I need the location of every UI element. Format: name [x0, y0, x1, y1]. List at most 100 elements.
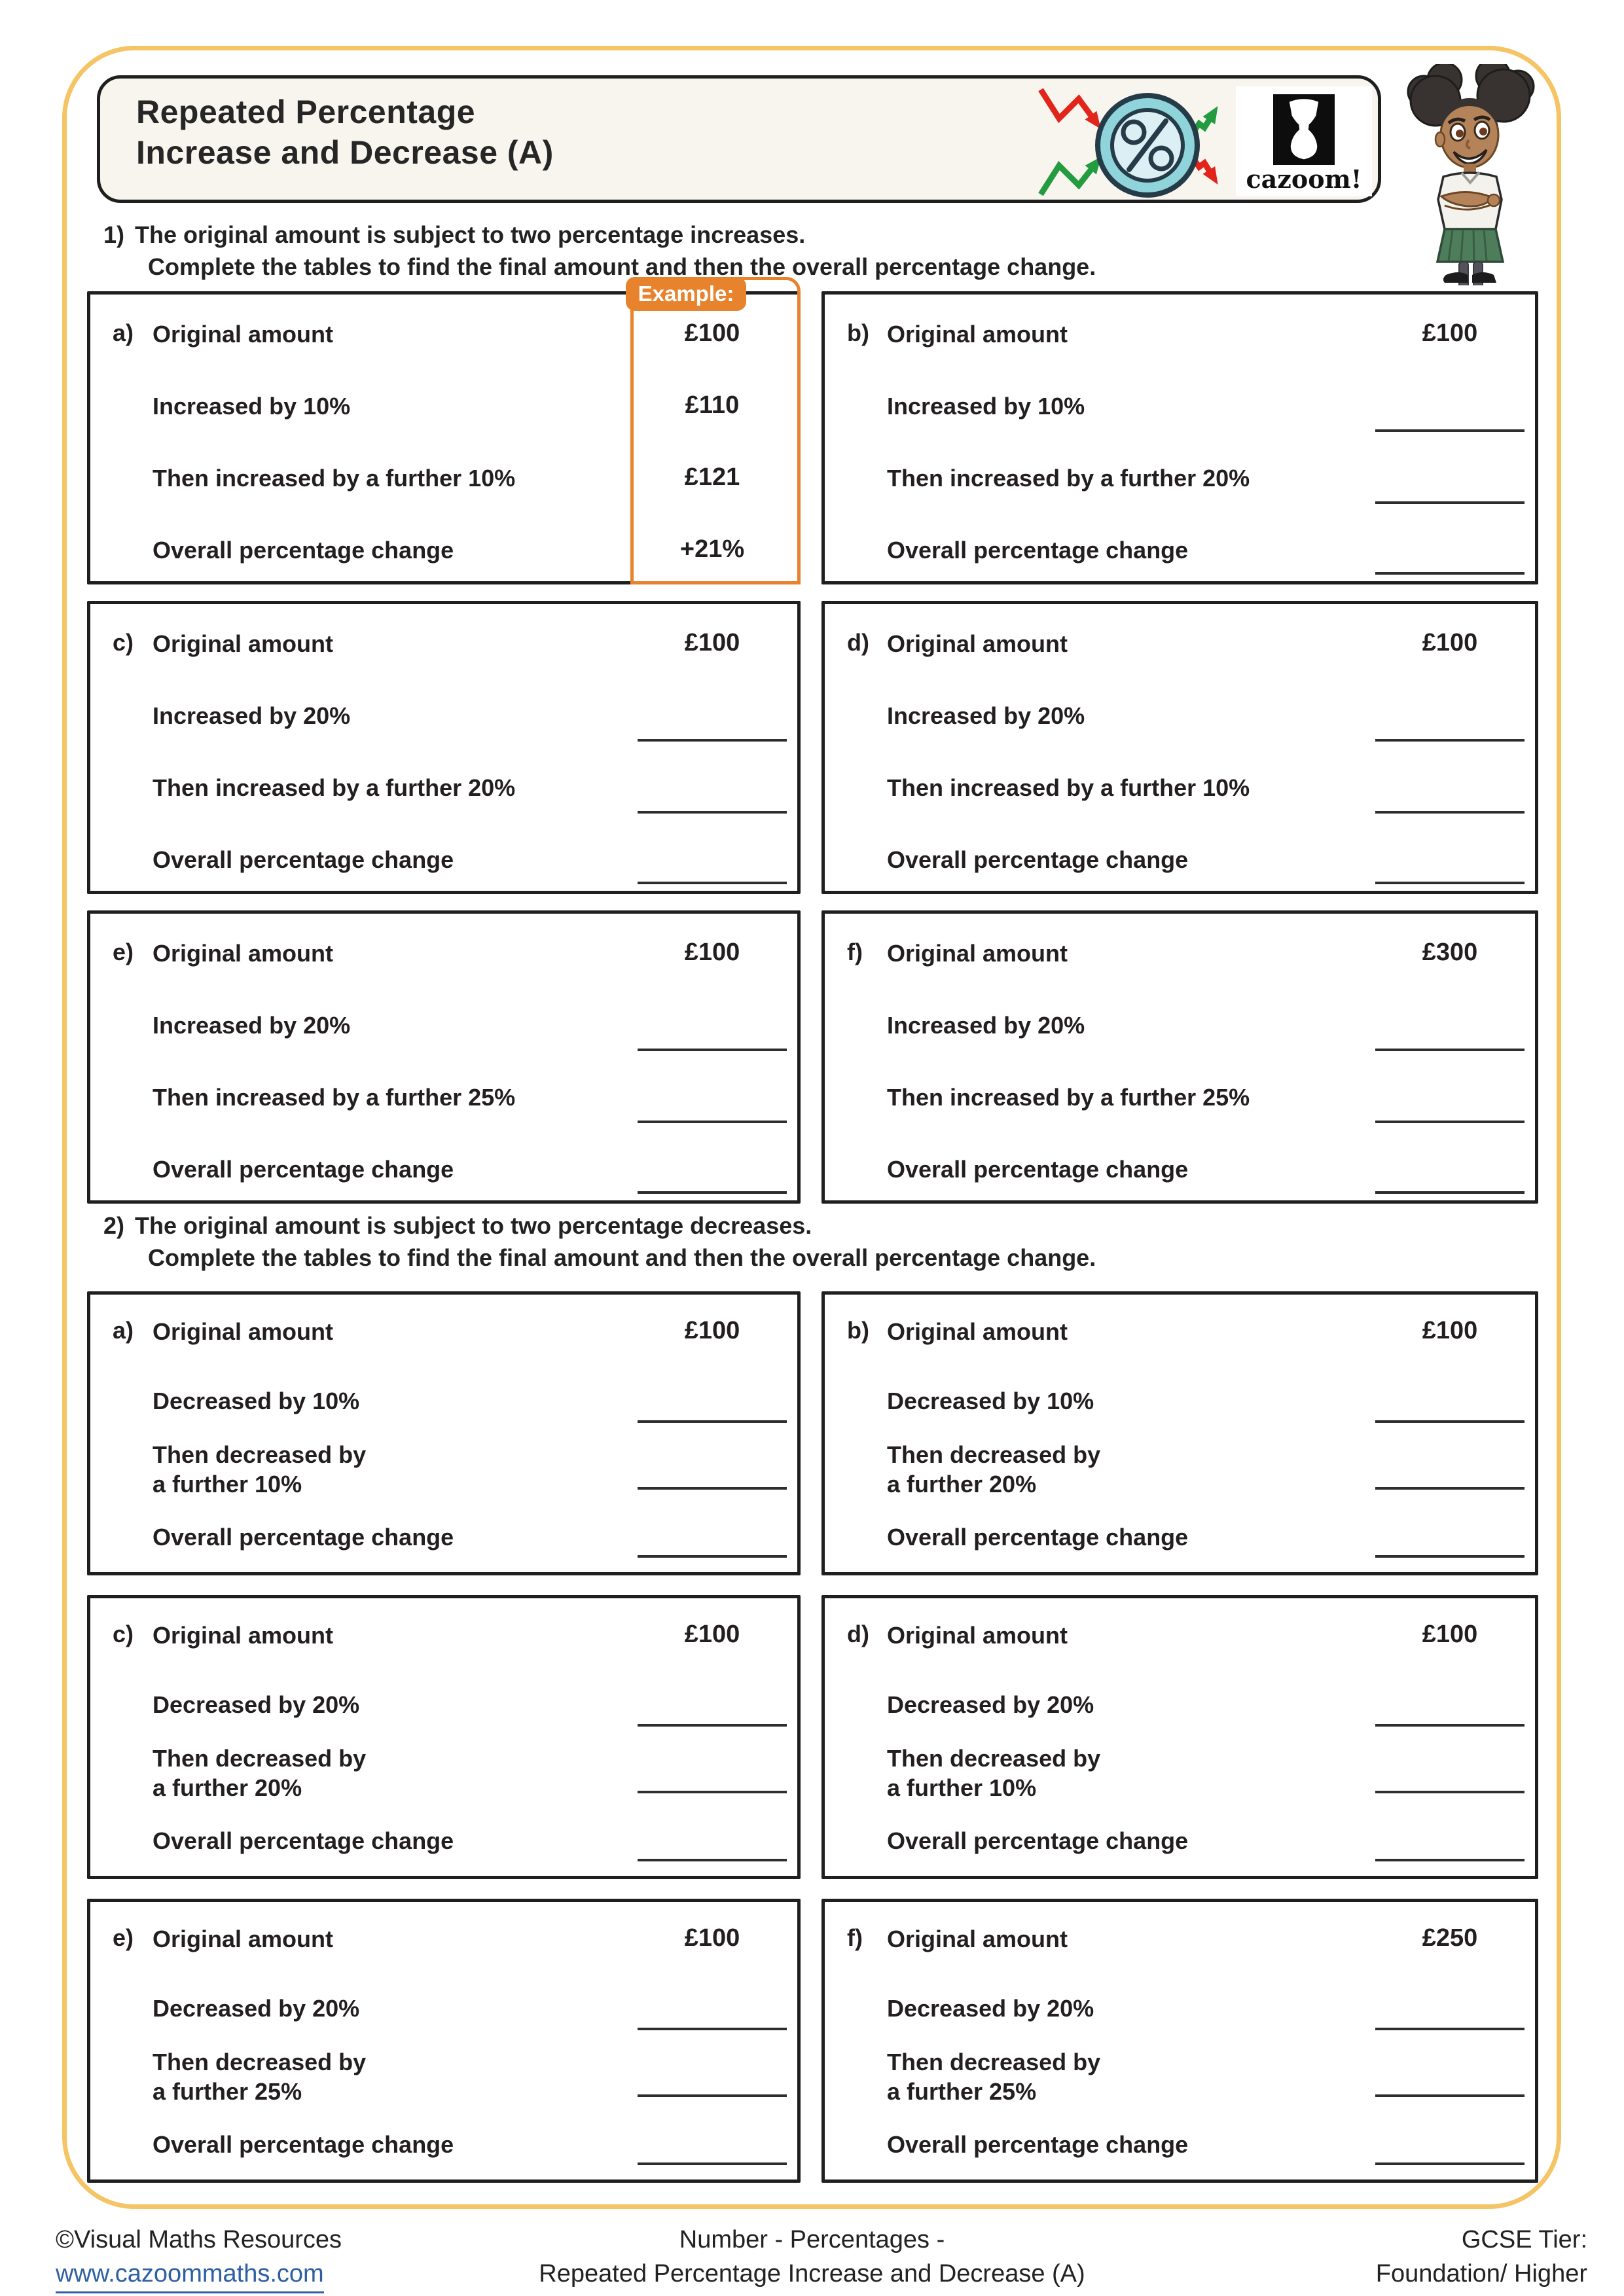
row-value: +21%	[679, 535, 745, 563]
row-label: Increased by 20%	[887, 702, 1085, 729]
row-label: Original amount	[887, 1622, 1068, 1649]
answer-blank-line	[638, 1791, 787, 1793]
row-label: Original amount	[153, 321, 334, 348]
row-label: Then increased by a further 20%	[887, 465, 1250, 492]
table-row: Decreased by 20%	[825, 1994, 1535, 2030]
item-letter: c)	[113, 1621, 134, 1647]
table-row: Overall percentage change	[90, 845, 797, 882]
table-row: a) Original amount £100	[90, 1317, 797, 1354]
table-row: f) Original amount £300	[825, 939, 1535, 975]
table-row: b) Original amount £100	[825, 1317, 1535, 1354]
row-label: Increased by 20%	[887, 1012, 1085, 1039]
answer-blank-line	[638, 1487, 787, 1490]
table-row: Then increased by a further 25%	[90, 1083, 797, 1119]
cazoom-logo-text: cazoom!	[1246, 164, 1362, 194]
table-row: d) Original amount £100	[825, 629, 1535, 666]
footer-topic: Number - Percentages - Repeated Percenta…	[0, 2223, 1624, 2291]
row-label: Original amount	[887, 1318, 1068, 1345]
answer-blank-line	[638, 1191, 787, 1194]
row-label: Original amount	[153, 1926, 334, 1952]
row-value: £100	[684, 1621, 740, 1648]
table-row: Decreased by 10%	[90, 1386, 797, 1423]
answer-blank-line	[1375, 429, 1525, 432]
answer-blank-line	[638, 739, 787, 742]
row-label: Original amount	[887, 1926, 1068, 1952]
row-label: Decreased by 20%	[153, 1691, 360, 1718]
item-letter: d)	[847, 1621, 869, 1647]
row-label: Then decreased by a further 20%	[887, 1441, 1101, 1498]
row-label: Then increased by a further 20%	[153, 774, 516, 801]
answer-blank-line	[1375, 1121, 1525, 1123]
row-label: Then increased by a further 10%	[153, 465, 516, 492]
table-row: Increased by 10%	[825, 391, 1535, 428]
item-letter: f)	[847, 939, 863, 965]
answer-blank-line	[638, 2094, 787, 2097]
item-letter: a)	[113, 319, 134, 346]
row-value: £100	[1422, 1317, 1478, 1344]
row-label: Overall percentage change	[887, 537, 1189, 564]
website-link[interactable]: www.cazoommaths.com	[56, 2257, 324, 2293]
row-label: Overall percentage change	[887, 1524, 1189, 1551]
page-title-line1: Repeated Percentage	[136, 94, 476, 130]
copyright-text: ©Visual Maths Resources	[56, 2226, 342, 2253]
row-label: Then increased by a further 25%	[887, 1084, 1250, 1111]
topic-category: Number - Percentages -	[679, 2226, 945, 2253]
table-row: Overall percentage change	[825, 1826, 1535, 1863]
answer-blank-line	[638, 2162, 787, 2165]
row-label: Then increased by a further 10%	[887, 774, 1250, 801]
item-letter: d)	[847, 629, 869, 656]
row-label: Overall percentage change	[153, 1156, 454, 1183]
question-2-number: 2)	[103, 1212, 125, 1239]
item-letter: a)	[113, 1317, 134, 1344]
table-row: d) Original amount £100	[825, 1621, 1535, 1657]
cazoom-logo: cazoom!	[1236, 86, 1372, 196]
footer-copyright: ©Visual Maths Resources www.cazoommaths.…	[56, 2223, 342, 2293]
table-row: Overall percentage change	[90, 1826, 797, 1863]
q1-box-b: b) Original amount £100 Increased by 10% The…	[821, 291, 1538, 584]
table-row: Overall percentage change	[825, 845, 1535, 882]
row-label: Original amount	[153, 1318, 334, 1345]
row-value: £100	[1422, 1621, 1478, 1648]
row-label: Overall percentage change	[887, 1156, 1189, 1183]
answer-blank-line	[1375, 2162, 1525, 2165]
row-label: Then decreased by a further 25%	[887, 2049, 1101, 2105]
worksheet-header: Repeated Percentage Increase and Decreas…	[97, 75, 1381, 203]
row-label: Overall percentage change	[887, 846, 1189, 873]
table-row: Overall percentage change +21%	[90, 535, 797, 572]
q1-box-c: c) Original amount £100 Increased by 20% The…	[87, 601, 801, 894]
answer-blank-line	[638, 1049, 787, 1051]
table-row: Then decreased by a further 25%	[825, 2047, 1535, 2105]
tier-value: Foundation/ Higher	[1375, 2260, 1587, 2287]
answer-blank-line	[1375, 1724, 1525, 1727]
row-value: £110	[685, 391, 740, 419]
row-label: Then decreased by a further 10%	[153, 1441, 367, 1498]
answer-blank-line	[638, 1859, 787, 1861]
row-label: Original amount	[887, 940, 1068, 967]
table-row: Increased by 10% £110	[90, 391, 797, 428]
row-value: £100	[684, 1317, 740, 1344]
answer-blank-line	[1375, 1049, 1525, 1051]
item-letter: c)	[113, 629, 134, 656]
q1-box-a: a) Original amount £100 Increased by 10% £11…	[87, 277, 801, 584]
row-label: Increased by 20%	[153, 702, 351, 729]
question-1-instructions: 1) The original amount is subject to two …	[103, 219, 1096, 283]
item-letter: f)	[847, 1924, 863, 1951]
answer-blank-line	[1375, 739, 1525, 742]
q2-box-d: d) Original amount £100 Decreased by 20% The…	[821, 1595, 1538, 1879]
table-row: e) Original amount £100	[90, 1924, 797, 1961]
table-row: Overall percentage change	[90, 1155, 797, 1191]
page-title-line2: Increase and Decrease (A)	[136, 134, 554, 171]
decorative-frame	[62, 46, 1561, 2209]
item-letter: e)	[113, 939, 134, 965]
table-row: Increased by 20%	[90, 1011, 797, 1047]
table-row: Then increased by a further 10% £121	[90, 463, 797, 500]
answer-blank-line	[1375, 1791, 1525, 1793]
footer-tier: GCSE Tier: Foundation/ Higher	[1376, 2223, 1587, 2291]
answer-blank-line	[1375, 2028, 1525, 2030]
q1-box-f: f) Original amount £300 Increased by 20% The…	[821, 910, 1538, 1204]
table-row: Decreased by 10%	[825, 1386, 1535, 1423]
tier-label: GCSE Tier:	[1461, 2226, 1587, 2253]
question-1-table-grid: a) Original amount £100 Increased by 10% £11…	[87, 277, 1538, 1204]
row-label: Then increased by a further 25%	[153, 1084, 516, 1111]
